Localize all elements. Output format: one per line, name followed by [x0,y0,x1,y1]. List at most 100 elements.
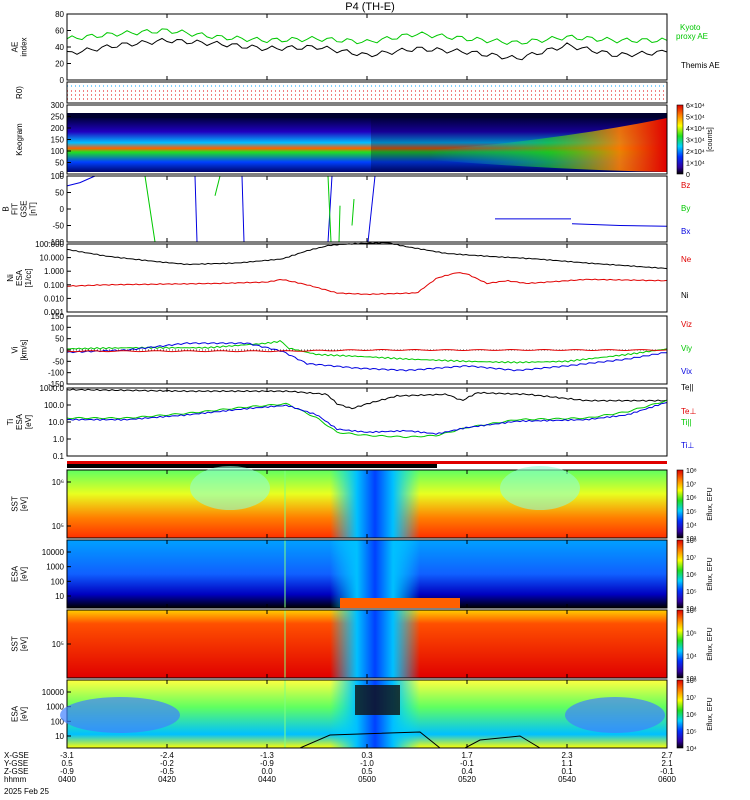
y-tick-label: 10.000 [40,254,65,263]
footer-value: -0.9 [260,759,274,768]
spectrogram-central-feature [330,540,420,608]
footer-value: 0.1 [561,767,573,776]
panel-ylabel-part: [eV] [20,707,29,721]
legend-ti-perp: Ti⊥ [681,441,694,450]
legend-ti-par: Ti|| [681,418,692,427]
panel-ylabel-part: ESA [15,413,24,430]
y-tick-label: 150 [51,136,65,145]
colorbar-gradient [676,539,684,609]
colorbar: 10³ 10⁴ 10⁵ 10⁶ Eflux, EFU [676,608,714,683]
legend-te-par: Te|| [681,383,694,392]
panel-ylabel-part: SST [11,636,20,652]
footer-value: 0540 [558,775,576,784]
y-tick-label: 0 [60,170,65,179]
ti-par-line [66,399,668,439]
legend-vix: Vix [681,367,692,376]
panel-bfield: B FIT GSE [nT] 100 50 0 -50 -100 Bz By Bx [2,172,691,247]
panel-ylabel-part: ESA [11,565,20,582]
panel-ylabel-part: [eV] [20,567,29,581]
colorbar-tick-label: 0 [686,172,690,179]
ae-series-line [66,28,668,45]
footer-value: 0600 [658,775,676,784]
y-tick-label: 50 [55,335,64,344]
plot-title: P4 (TH-E) [345,1,395,13]
colorbar: 10⁴ 10⁵ 10⁶ 10⁷ 10⁸ Eflux, EFU [676,538,714,613]
y-tick-label: 100.0 [44,401,65,410]
vix-line [66,342,667,372]
legend-by: By [681,204,690,213]
colorbar-gradient [676,679,684,749]
legend-bz: Bz [681,181,690,190]
y-tick-label: 200 [51,124,65,133]
y-tick-label: 100.000 [35,240,64,249]
panel-frame [66,387,668,457]
footer-date: 2025 Feb 25 [4,787,49,796]
esa-ion-blob [60,697,180,733]
panel-esa-ion: ESA [eV] 10000 1000 100 10 10⁴ 10⁵ 10⁶ 10⁷ 10⁸ Eflu… [11,678,715,753]
sst-blob [190,466,270,510]
y-tick-label: -100 [48,238,65,247]
panel-ylabel-part: B [2,206,11,211]
y-tick-label: 0.100 [44,281,65,290]
ti-perp-line [66,402,668,435]
panel-ylabel-part: [1/cc] [24,268,33,287]
y-tick-label: 0 [60,205,65,214]
panel-ylabel-part: Vi [11,346,20,353]
esa-ion-dark-core [355,685,400,715]
legend-viy: Viy [681,344,692,353]
y-tick-label: 0.1 [53,452,65,461]
sst-blob [500,466,580,510]
panel-frame [66,13,668,81]
footer-value: 2.1 [661,759,673,768]
panel-ylabel-part: [eV] [24,415,33,429]
footer-value: 1.1 [561,759,573,768]
panel-sst-electron: SST [eV] 10⁶ 10⁵ 10³ 10⁴ 10⁵ 10⁶ 10⁷ 10⁸ Eflux, EF… [11,466,714,543]
y-tick-label: 250 [51,113,65,122]
panel-ylabel-part: FIT [11,203,20,215]
footer-value: 0.5 [361,767,373,776]
status-bar-black [67,464,437,468]
colorbar-tick-label: 10⁷ [686,695,697,702]
footer-row-label: hhmm [4,775,27,784]
colorbar-tick-label: 10³ [686,536,697,543]
y-tick-label: 50 [55,189,64,198]
esa-ion-boundary-line [67,731,667,749]
footer-row-label: Z-GSE [4,767,28,776]
bx-line [66,175,96,187]
viy-line [67,339,668,364]
panel-ylabel-part: Ti [6,419,15,426]
y-tick-label: 1000 [46,703,64,712]
colorbar-label: Eflux, EFU [707,557,714,590]
footer-value: 0420 [158,775,176,784]
colorbar-gradient [676,609,684,679]
ae-series-line [66,37,668,61]
y-tick-label: 10 [55,732,64,741]
panel-ylabel-part: Ni [6,274,15,282]
y-tick-label: -150 [48,380,65,389]
temperature-ylabel: Ti ESA [eV] [6,413,33,430]
y-tick-label: 10000 [42,548,65,557]
panel-ylabel-part: SST [11,496,20,512]
colorbar-label: Eflux, EFU [707,697,714,730]
colorbar-gradient [676,469,684,539]
panel-keogram: Keogram 300 250 200 150 100 50 0 0 1×10⁴ 2×10⁴ 3×10… [15,101,714,179]
colorbar: 10⁴ 10⁵ 10⁶ 10⁷ 10⁸ Eflux, EFU [676,678,714,753]
footer-row-label: Y-GSE [4,759,28,768]
legend-themis-ae: Themis AE [681,61,720,70]
footer-value: -0.2 [160,759,174,768]
viz-line [66,348,668,353]
footer-value: 2.3 [561,751,573,760]
ae-ylabel: AE index [11,37,29,56]
colorbar-tick-label: 1×10⁴ [686,161,705,168]
keogram-aurora [430,118,667,172]
colorbar-tick-label: 6×10⁴ [686,103,705,110]
footer-value: 0.5 [61,759,73,768]
bx-line [571,223,668,227]
y-tick-label: 0 [60,76,65,85]
panel-frame [66,81,668,104]
colorbar-tick-label: 10⁴ [686,746,697,753]
panel-ylabel-part: Keogram [15,123,24,156]
